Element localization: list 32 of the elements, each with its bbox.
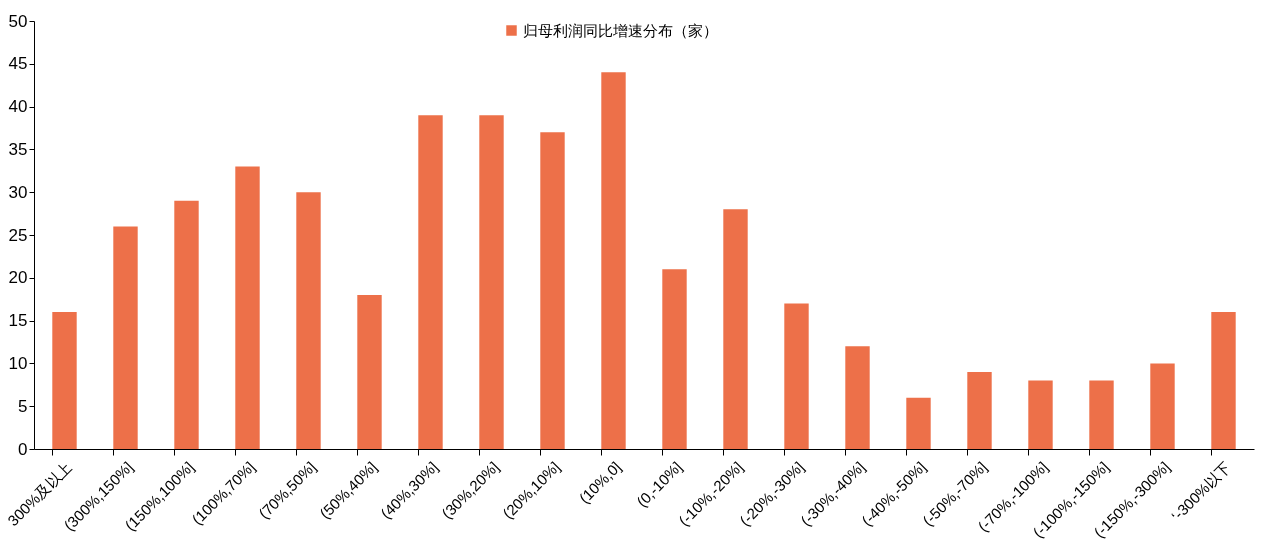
bar [479,115,504,449]
bar [1028,380,1053,449]
y-tick-label: 10 [8,353,28,373]
bar [418,115,443,449]
bar [601,72,626,449]
y-tick-label: 20 [8,268,28,288]
bar [540,132,565,449]
bar [357,294,382,449]
y-tick-label: 15 [8,311,28,331]
bar [1150,363,1175,449]
bar [1211,312,1236,449]
bar [723,209,748,449]
bar [52,312,77,449]
bar [113,226,138,449]
bar [235,166,260,449]
bar [174,200,199,449]
y-tick-label: 30 [8,182,28,202]
y-tick-label: 50 [8,11,28,31]
bar [784,303,809,449]
y-tick-label: 45 [8,54,28,74]
bar [1089,380,1114,449]
legend-label: 归母利润同比增速分布（家） [523,21,718,39]
bar [662,269,687,449]
bar [296,192,321,449]
bar [906,397,931,449]
bar [845,346,870,449]
bar [967,371,992,449]
y-tick-label: 5 [18,396,28,416]
y-tick-label: 0 [18,439,28,459]
y-tick-label: 25 [8,225,28,245]
y-tick-label: 35 [8,139,28,159]
y-tick-label: 40 [8,97,28,117]
